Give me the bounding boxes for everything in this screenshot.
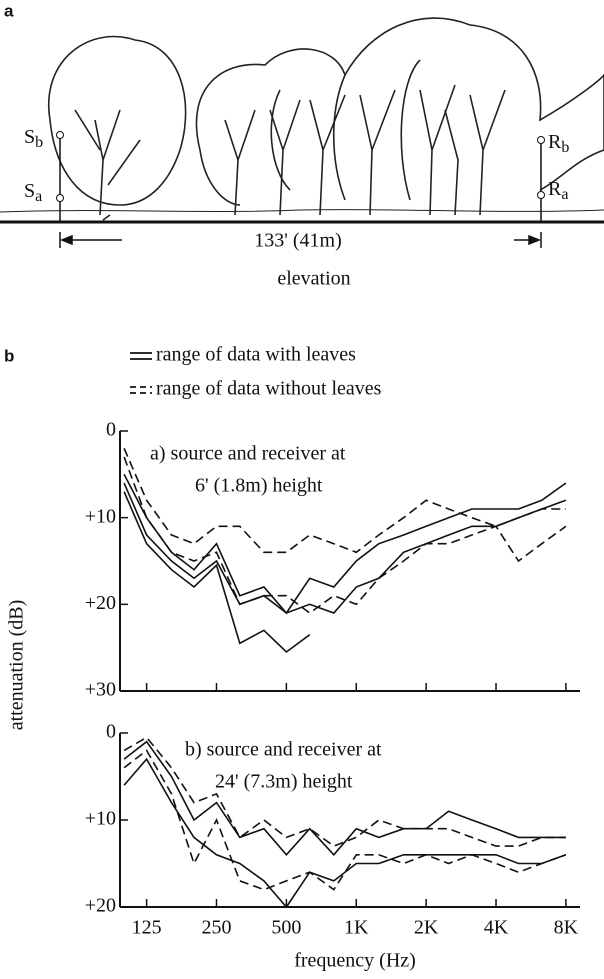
data-line (123, 447, 566, 554)
source-point (56, 131, 64, 139)
label-main: S (24, 180, 35, 202)
legend-label: range of data without leaves (156, 378, 382, 400)
chart-title: 6' (1.8m) height (195, 475, 323, 497)
receiver-point (537, 191, 545, 199)
label-sub: b (35, 134, 43, 151)
label-main: R (548, 178, 562, 200)
source-label: Sb (24, 126, 43, 151)
y-tick-label: +20 (85, 592, 116, 614)
legend-label: range of data with leaves (156, 344, 356, 366)
data-line (123, 736, 566, 848)
label-sub: a (561, 186, 568, 203)
y-tick-label: 0 (106, 721, 116, 743)
x-tick-label: 2K (414, 917, 439, 939)
chart-title: b) source and receiver at (185, 739, 382, 761)
data-line (123, 482, 567, 614)
data-line (123, 456, 567, 614)
data-line (123, 491, 311, 654)
x-tick-label: 8K (554, 917, 579, 939)
distance-label: 133' (41m) (254, 230, 341, 252)
x-axis-label: frequency (Hz) (294, 950, 416, 972)
chart-title: 24' (7.3m) height (215, 771, 353, 793)
receiver-label: Rb (548, 131, 569, 156)
source-point (56, 194, 64, 202)
label-sub: a (35, 188, 42, 205)
chart-title: a) source and receiver at (150, 443, 346, 465)
label-sub: b (561, 139, 569, 156)
receiver-label: Ra (548, 178, 568, 203)
x-tick-label: 125 (132, 917, 162, 939)
data-line (123, 740, 566, 857)
y-tick-label: +20 (85, 895, 116, 917)
source-label: Sa (24, 180, 42, 205)
data-line (123, 473, 567, 615)
y-tick-label: +10 (85, 505, 116, 527)
y-tick-label: 0 (106, 419, 116, 441)
y-tick-label: +30 (85, 679, 116, 701)
panel-label: b (4, 346, 14, 365)
y-axis-label: attenuation (dB) (6, 600, 28, 731)
x-tick-label: 4K (484, 917, 509, 939)
distance-arrows (59, 232, 542, 248)
x-tick-label: 500 (271, 917, 301, 939)
x-tick-label: 250 (201, 917, 231, 939)
x-tick-label: 1K (344, 917, 369, 939)
data-line (123, 749, 567, 891)
caption: elevation (277, 268, 350, 290)
data-line (123, 757, 567, 909)
panel-label: a (4, 1, 14, 20)
tree-drawing (0, 17, 604, 221)
receiver-point (537, 136, 545, 144)
label-main: S (24, 126, 35, 148)
label-main: R (548, 131, 562, 153)
y-tick-label: +10 (85, 808, 116, 830)
